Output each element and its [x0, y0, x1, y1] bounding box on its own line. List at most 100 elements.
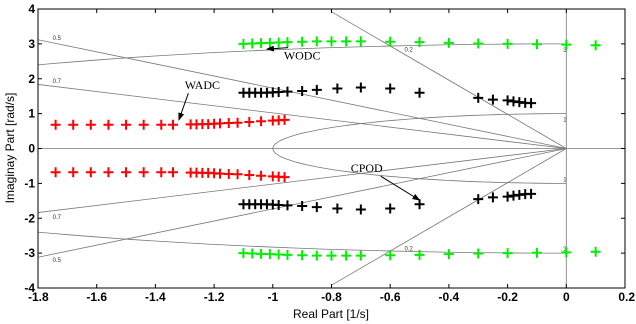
pole-marker	[273, 249, 284, 260]
pole-marker	[214, 168, 225, 179]
annotation-arrow	[380, 175, 421, 201]
pole-marker	[138, 119, 149, 130]
x-tick-label: -0.2	[497, 290, 518, 304]
x-tick-label: -1	[267, 290, 278, 304]
pole-marker	[85, 167, 96, 178]
pole-marker	[487, 192, 498, 203]
pole-marker	[531, 39, 542, 50]
damping-line	[38, 148, 567, 213]
x-tick-label: -1.6	[86, 290, 107, 304]
pole-marker	[502, 248, 513, 259]
pole-marker	[138, 167, 149, 178]
pole-marker	[590, 246, 601, 257]
x-tick-label: 0.2	[618, 290, 635, 304]
pole-marker	[68, 167, 79, 178]
y-axis-label: Imaginay Part [rad/s]	[3, 93, 17, 204]
pole-marker	[50, 167, 61, 178]
pole-marker	[414, 249, 425, 260]
y-tick-label: 2	[28, 72, 35, 86]
pole-marker	[247, 248, 258, 259]
pole-marker	[414, 37, 425, 48]
annotation-arrow	[178, 93, 189, 121]
pole-marker	[487, 94, 498, 105]
pole-marker	[273, 199, 284, 210]
pole-marker	[341, 250, 352, 261]
pole-marker	[332, 83, 343, 94]
pole-marker	[414, 199, 425, 210]
natural-frequency-label: 3	[563, 48, 567, 54]
pole-marker	[232, 117, 243, 128]
pole-marker	[311, 84, 322, 95]
pole-marker	[282, 200, 293, 211]
pole-marker	[473, 194, 484, 205]
y-tick-label: 0	[28, 142, 35, 156]
pole-marker	[50, 119, 61, 130]
pole-marker	[531, 247, 542, 258]
x-tick-label: -1.2	[204, 290, 225, 304]
pole-marker	[590, 40, 601, 51]
pole-marker	[355, 204, 366, 215]
y-tick-label: 1	[28, 107, 35, 121]
pole-marker	[297, 250, 308, 261]
pole-marker	[256, 116, 267, 127]
pole-marker	[223, 168, 234, 179]
natural-frequency-label: 1	[563, 118, 567, 124]
pole-marker	[385, 250, 396, 261]
pole-marker	[256, 248, 267, 259]
pole-marker	[297, 36, 308, 47]
pole-marker	[473, 248, 484, 259]
pole-series	[50, 114, 290, 183]
pole-marker	[244, 116, 255, 127]
pole-marker	[326, 250, 337, 261]
pole-marker	[502, 95, 513, 106]
pole-marker	[502, 191, 513, 202]
x-tick-label: 0	[563, 290, 570, 304]
x-tick-label: -0.4	[439, 290, 460, 304]
pole-marker	[385, 36, 396, 47]
y-tick-label: -1	[24, 176, 35, 190]
x-axis-label: Real Part [1/s]	[293, 307, 369, 321]
annotations: WODC WADC CPOD	[178, 45, 421, 201]
pole-marker	[282, 86, 293, 97]
pole-marker	[168, 167, 179, 178]
annotation-arrow	[265, 45, 289, 52]
pole-marker	[443, 37, 454, 48]
pole-marker	[561, 247, 572, 258]
pole-marker	[256, 38, 267, 49]
pole-series	[238, 36, 601, 261]
pole-marker	[121, 167, 132, 178]
pole-marker	[385, 83, 396, 94]
pole-marker	[103, 167, 114, 178]
annotation-label: CPOD	[351, 161, 383, 175]
y-tick-label: 3	[28, 37, 35, 51]
pole-marker	[247, 38, 258, 49]
pole-marker	[273, 37, 284, 48]
natural-frequency-arc	[38, 43, 567, 254]
x-tick-label: -1.4	[145, 290, 166, 304]
pole-marker	[121, 119, 132, 130]
pole-marker	[355, 36, 366, 47]
pole-marker	[282, 249, 293, 260]
pole-marker	[414, 87, 425, 98]
pole-marker	[341, 36, 352, 47]
annotation-label: WODC	[284, 49, 321, 63]
pole-marker	[311, 202, 322, 213]
damping-ratio-label: 0.5	[53, 36, 62, 42]
pole-marker	[244, 170, 255, 181]
pole-marker	[311, 250, 322, 261]
pole-marker	[526, 188, 537, 199]
damping-ratio-label: 0.7	[53, 79, 62, 85]
pole-series	[238, 82, 537, 215]
pole-marker	[282, 37, 293, 48]
pole-marker	[385, 203, 396, 214]
pole-marker	[238, 248, 249, 259]
damping-line	[38, 84, 567, 149]
pole-marker	[156, 167, 167, 178]
pole-marker	[326, 36, 337, 47]
pole-marker	[214, 118, 225, 129]
pole-marker	[526, 98, 537, 109]
pole-markers	[50, 36, 601, 261]
pole-marker	[355, 250, 366, 261]
